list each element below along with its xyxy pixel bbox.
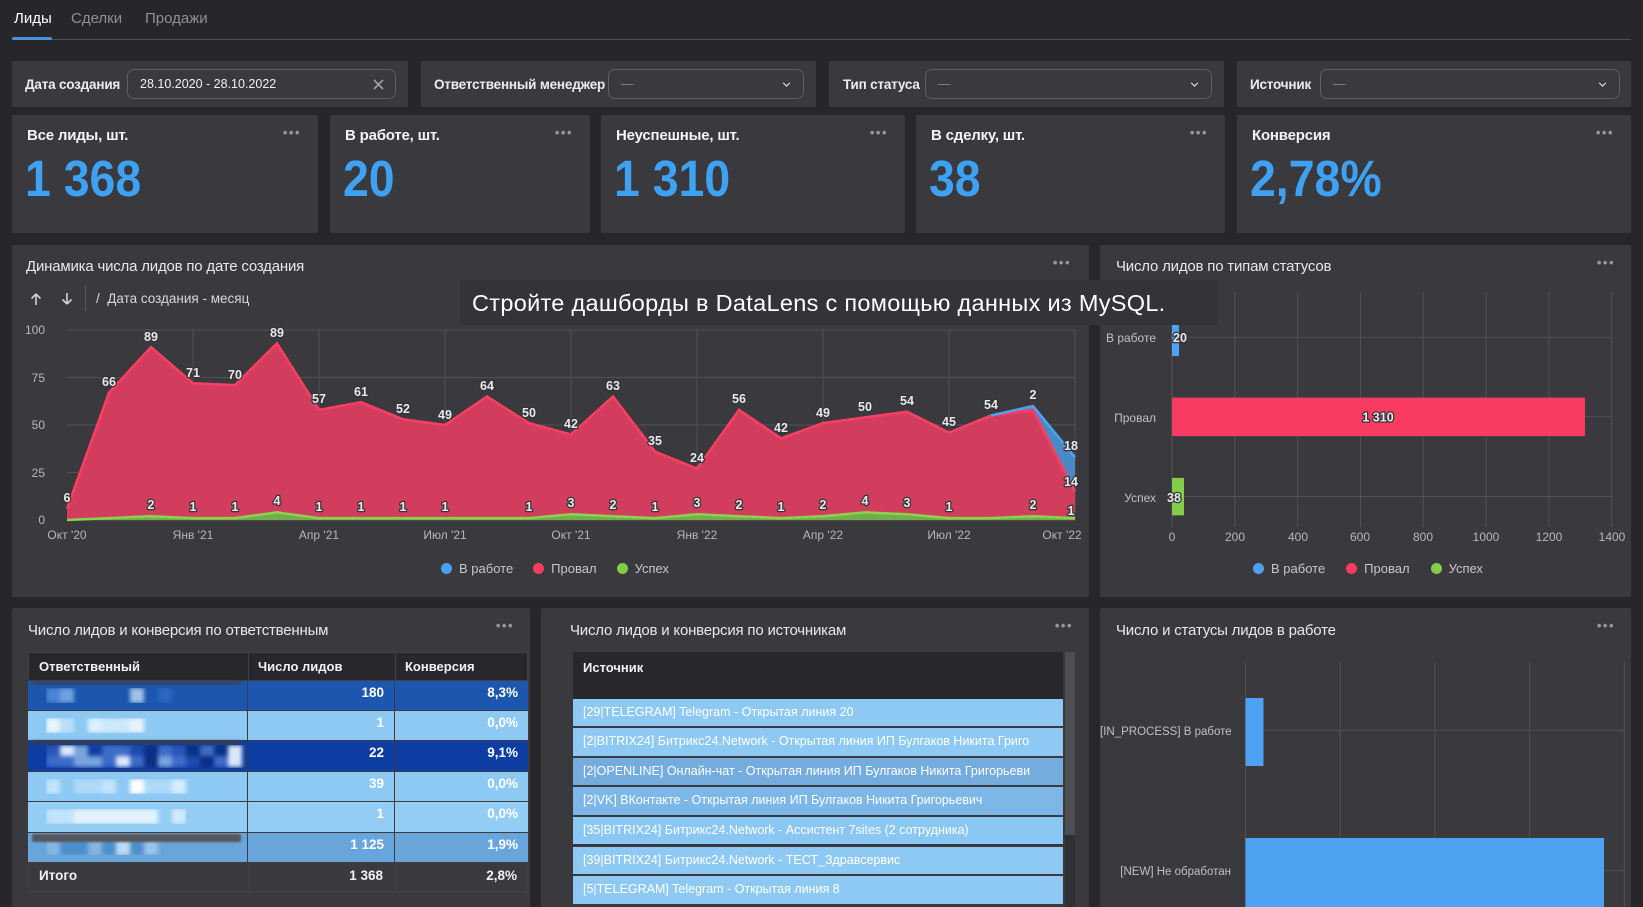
- svg-text:1: 1: [232, 500, 239, 514]
- svg-text:1 310: 1 310: [1362, 411, 1393, 425]
- svg-text:50: 50: [858, 400, 872, 414]
- svg-text:1: 1: [526, 500, 533, 514]
- svg-text:3: 3: [904, 496, 911, 510]
- svg-text:54: 54: [984, 398, 998, 412]
- svg-text:38: 38: [1167, 491, 1181, 505]
- svg-text:89: 89: [144, 330, 158, 344]
- svg-text:1: 1: [190, 500, 197, 514]
- svg-text:52: 52: [396, 402, 410, 416]
- svg-text:4: 4: [862, 494, 869, 508]
- svg-text:50: 50: [522, 406, 536, 420]
- svg-text:2: 2: [610, 498, 617, 512]
- svg-text:24: 24: [690, 451, 704, 465]
- svg-text:49: 49: [438, 408, 452, 422]
- svg-text:45: 45: [942, 415, 956, 429]
- svg-text:70: 70: [228, 368, 242, 382]
- svg-text:42: 42: [774, 421, 788, 435]
- svg-text:1: 1: [316, 500, 323, 514]
- svg-text:1: 1: [358, 500, 365, 514]
- svg-text:18: 18: [1064, 439, 1078, 453]
- svg-text:2: 2: [1030, 388, 1037, 402]
- svg-text:54: 54: [900, 394, 914, 408]
- svg-text:35: 35: [648, 434, 662, 448]
- svg-text:1: 1: [652, 500, 659, 514]
- svg-text:2: 2: [148, 498, 155, 512]
- svg-text:14: 14: [1064, 475, 1078, 489]
- svg-text:1: 1: [1068, 504, 1075, 518]
- svg-text:1: 1: [442, 500, 449, 514]
- svg-text:3: 3: [694, 496, 701, 510]
- svg-text:66: 66: [102, 375, 116, 389]
- svg-text:4: 4: [274, 494, 281, 508]
- svg-text:42: 42: [564, 417, 578, 431]
- svg-text:2: 2: [820, 498, 827, 512]
- svg-text:1: 1: [946, 500, 953, 514]
- svg-text:61: 61: [354, 385, 368, 399]
- svg-text:57: 57: [312, 392, 326, 406]
- svg-text:2: 2: [736, 498, 743, 512]
- svg-text:3: 3: [568, 496, 575, 510]
- svg-text:2: 2: [1030, 498, 1037, 512]
- svg-text:1: 1: [400, 500, 407, 514]
- svg-text:89: 89: [270, 326, 284, 340]
- svg-text:20: 20: [1173, 331, 1187, 345]
- svg-text:6: 6: [64, 491, 71, 505]
- svg-text:49: 49: [816, 406, 830, 420]
- svg-text:56: 56: [732, 392, 746, 406]
- svg-text:64: 64: [480, 379, 494, 393]
- svg-text:1: 1: [778, 500, 785, 514]
- svg-text:63: 63: [606, 379, 620, 393]
- svg-text:71: 71: [186, 366, 200, 380]
